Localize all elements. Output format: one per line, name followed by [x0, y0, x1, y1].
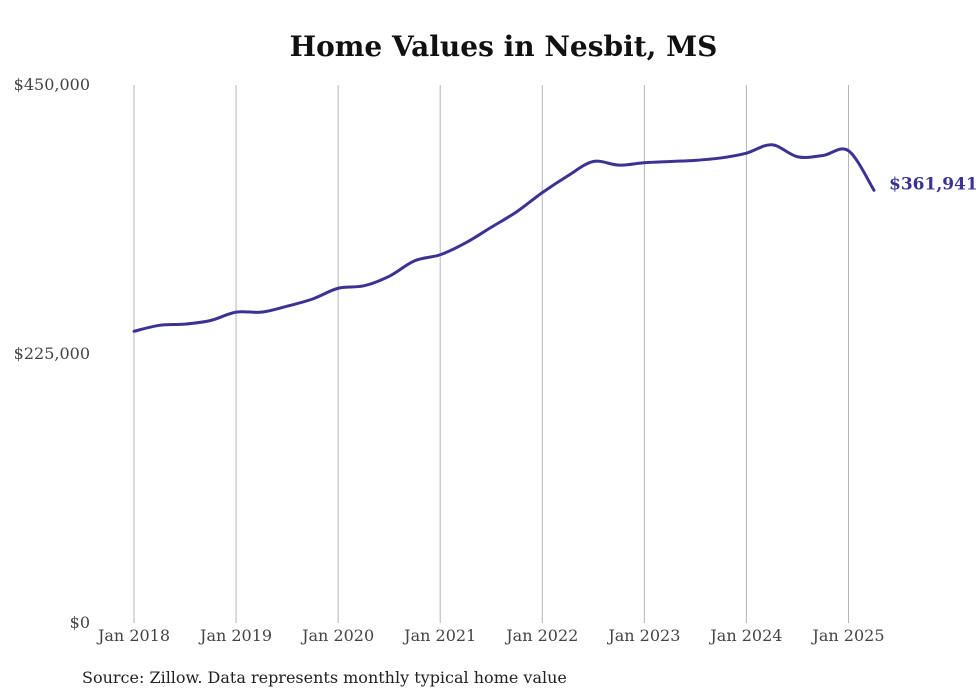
grid-lines: [133, 85, 849, 623]
series-line-1: [132, 143, 876, 333]
x-tick-label: Jan 2024: [708, 626, 782, 645]
chart-title: Home Values in Nesbit, MS: [289, 30, 718, 63]
y-axis-ticks: $0 $225,000 $450,000: [14, 75, 90, 632]
y-tick-label: $225,000: [14, 344, 90, 363]
x-axis-ticks: Jan 2018 Jan 2019 Jan 2020 Jan 2021 Jan 2022…: [96, 626, 885, 645]
y-tick-label: $0: [70, 613, 90, 632]
x-tick-label: Jan 2025: [810, 626, 884, 645]
x-tick-label: Jan 2023: [606, 626, 680, 645]
x-tick-label: Jan 2022: [504, 626, 578, 645]
x-tick-label: Jan 2021: [402, 626, 476, 645]
series-layer: $361,941: [132, 143, 978, 333]
x-tick-label: Jan 2020: [300, 626, 374, 645]
x-tick-label: Jan 2018: [96, 626, 170, 645]
source-note: Source: Zillow. Data represents monthly …: [82, 668, 567, 687]
end-value-label: $361,941: [889, 174, 978, 194]
y-tick-label: $450,000: [14, 75, 90, 94]
x-tick-label: Jan 2019: [198, 626, 272, 645]
